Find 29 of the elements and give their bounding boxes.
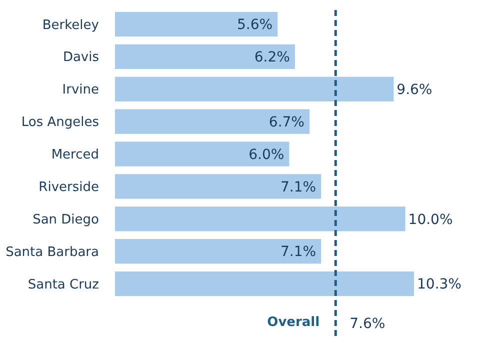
- y-tick-label: Santa Barbara: [6, 244, 99, 260]
- bar: [115, 76, 394, 102]
- y-tick-label: Riverside: [38, 180, 99, 195]
- y-tick-label: San Diego: [32, 212, 100, 228]
- data-label: 6.2%: [254, 50, 290, 66]
- data-label: 7.1%: [280, 244, 316, 260]
- ref-line-label: Overall: [267, 315, 320, 330]
- text: 7.6%: [350, 316, 386, 332]
- bar: [115, 239, 322, 264]
- bar: [115, 109, 310, 134]
- bar: [115, 271, 414, 296]
- bar: [115, 44, 295, 69]
- y-tick-label: Merced: [51, 148, 99, 163]
- y-tick-label: Irvine: [62, 82, 99, 98]
- bar: [115, 12, 278, 37]
- data-label: 7.1%: [280, 179, 316, 196]
- y-tick-label: Davis: [62, 50, 100, 66]
- y-tick-label: Berkeley: [42, 18, 100, 33]
- bar: [115, 174, 322, 199]
- data-label: 6.7%: [268, 114, 304, 130]
- bar: [115, 142, 290, 166]
- data-label: 9.6%: [396, 82, 432, 98]
- bar: [115, 206, 406, 232]
- data-label: 10.0%: [408, 212, 453, 228]
- data-label: 6.0%: [248, 146, 284, 163]
- data-label: 10.3%: [417, 276, 462, 293]
- y-tick-label: Santa Cruz: [28, 277, 100, 292]
- data-label: 5.6%: [236, 17, 273, 34]
- y-tick-label: Los Angeles: [21, 115, 100, 130]
